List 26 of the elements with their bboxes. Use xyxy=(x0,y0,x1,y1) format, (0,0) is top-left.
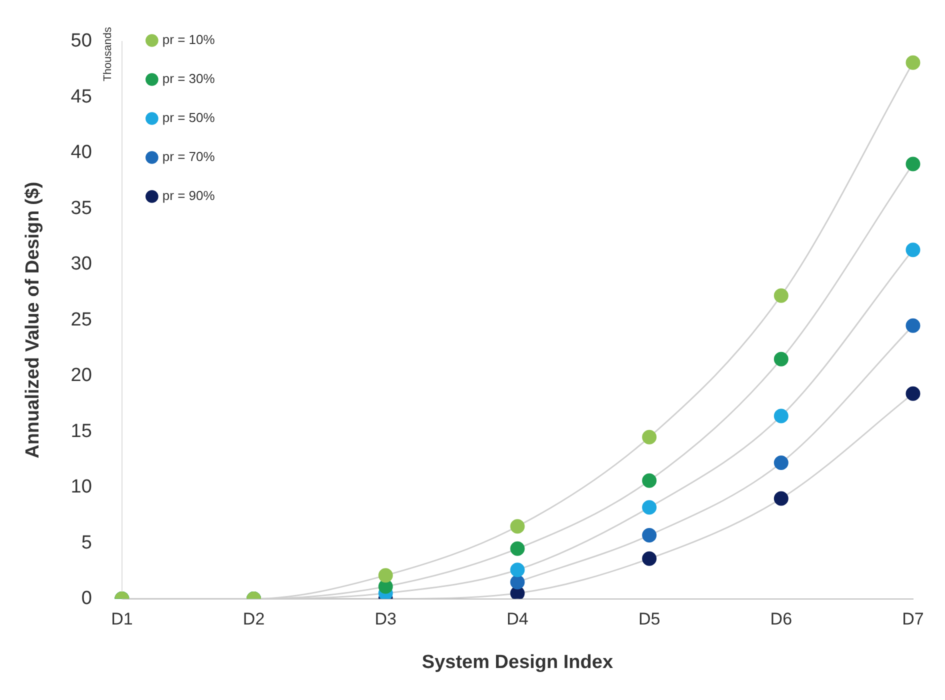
y-tick-label: 0 xyxy=(81,588,92,610)
y-tick-label: 40 xyxy=(70,142,92,164)
y-tick-label: 50 xyxy=(70,30,92,52)
x-tick-label: D3 xyxy=(374,610,396,629)
legend-label: pr = 30% xyxy=(162,71,216,86)
legend-label: pr = 50% xyxy=(162,110,216,126)
x-tick-label: D1 xyxy=(111,610,133,629)
y-axis-title: Annualized Value of Design ($) xyxy=(22,182,44,458)
y-tick-label: 10 xyxy=(70,476,92,498)
x-axis-title: System Design Index xyxy=(422,652,614,673)
y-tick-label: 35 xyxy=(70,198,92,219)
legend-label: pr = 90% xyxy=(162,188,216,204)
x-tick-label: D5 xyxy=(638,610,660,629)
y-tick-label: 25 xyxy=(70,309,92,330)
y-tick-label: 30 xyxy=(70,254,92,275)
text: Thousands xyxy=(102,26,114,82)
y-tick-label: 20 xyxy=(70,365,92,386)
y-tick-label: 5 xyxy=(81,532,92,554)
x-tick-label: D4 xyxy=(506,610,528,629)
legend-label: pr = 10% xyxy=(162,32,216,48)
legend-label: pr = 70% xyxy=(162,149,216,164)
y-tick-label: 45 xyxy=(70,86,92,108)
x-tick-label: D2 xyxy=(242,610,265,629)
y-tick-label: 15 xyxy=(70,420,92,442)
x-tick-label: D6 xyxy=(770,610,792,629)
x-tick-label: D7 xyxy=(902,610,924,629)
